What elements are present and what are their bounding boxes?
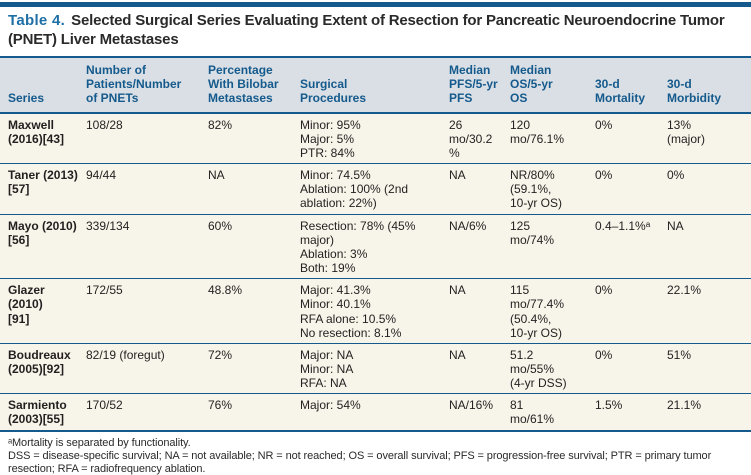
table-title: Table 4. Selected Surgical Series Evaluat… bbox=[0, 7, 751, 56]
cell-surgical: Major: 41.3% Minor: 40.1% RFA alone: 10.… bbox=[300, 278, 449, 344]
table-row-mayo: Mayo (2010) [56] 339/134 60% Resection: … bbox=[0, 213, 751, 279]
cell-series: Glazer (2010) [91] bbox=[0, 278, 86, 344]
table-row-maxwell: Maxwell (2016)[43] 108/28 82% Minor: 95%… bbox=[0, 112, 751, 164]
table-title-text: Selected Surgical Series Evaluating Exte… bbox=[8, 12, 725, 48]
cell-patients: 339/134 bbox=[86, 213, 208, 279]
data-table: Series Number of Patients/Number of PNET… bbox=[0, 55, 751, 432]
cell-morbidity: 0% bbox=[667, 163, 751, 215]
col-header-patients: Number of Patients/Number of PNETs bbox=[86, 55, 208, 114]
cell-surgical: Minor: 74.5% Ablation: 100% (2nd ablatio… bbox=[300, 163, 449, 215]
cell-surgical: Major: NA Minor: NA RFA: NA bbox=[300, 342, 449, 394]
header-row: Series Number of Patients/Number of PNET… bbox=[0, 55, 751, 114]
cell-morbidity: 51% bbox=[667, 342, 751, 394]
cell-os: 51.2 mo/55% (4-yr DSS) bbox=[510, 342, 595, 394]
table-row-taner: Taner (2013) [57] 94/44 NA Minor: 74.5% … bbox=[0, 163, 751, 215]
cell-series: Maxwell (2016)[43] bbox=[0, 112, 86, 164]
cell-mortality: 0% bbox=[595, 112, 667, 164]
cell-pfs: NA/6% bbox=[449, 213, 510, 279]
cell-series: Taner (2013) [57] bbox=[0, 163, 86, 215]
col-header-os: Median OS/5-yr OS bbox=[510, 55, 595, 114]
cell-surgical: Resection: 78% (45% major) Ablation: 3% … bbox=[300, 213, 449, 279]
cell-patients: 94/44 bbox=[86, 163, 208, 215]
cell-mortality: 0% bbox=[595, 163, 667, 215]
table-footnotes: ᵃMortality is separated by functionality… bbox=[0, 432, 751, 475]
cell-series: Sarmiento (2003)[55] bbox=[0, 393, 86, 432]
cell-patients: 172/55 bbox=[86, 278, 208, 344]
cell-mortality: 0% bbox=[595, 342, 667, 394]
col-header-morbidity: 30-d Morbidity bbox=[667, 55, 751, 114]
cell-mortality: 1.5% bbox=[595, 393, 667, 432]
footnote-a: ᵃMortality is separated by functionality… bbox=[8, 436, 191, 449]
cell-bilobar: NA bbox=[208, 163, 300, 215]
col-header-surgical: Surgical Procedures bbox=[300, 55, 449, 114]
cell-os: NR/80% (59.1%, 10-yr OS) bbox=[510, 163, 595, 215]
table-row-sarmiento: Sarmiento (2003)[55] 170/52 76% Major: 5… bbox=[0, 393, 751, 432]
cell-bilobar: 48.8% bbox=[208, 278, 300, 344]
cell-morbidity: NA bbox=[667, 213, 751, 279]
cell-pfs: NA bbox=[449, 163, 510, 215]
table-row-boudreaux: Boudreaux (2005)[92] 82/19 (foregut) 72%… bbox=[0, 342, 751, 394]
cell-os: 81 mo/61% bbox=[510, 393, 595, 432]
cell-morbidity: 22.1% bbox=[667, 278, 751, 344]
cell-os: 120 mo/76.1% bbox=[510, 112, 595, 164]
cell-series: Boudreaux (2005)[92] bbox=[0, 342, 86, 394]
table-number: Table 4. bbox=[8, 12, 66, 29]
col-header-bilobar: Percentage With Bilobar Metastases bbox=[208, 55, 300, 114]
cell-series: Mayo (2010) [56] bbox=[0, 213, 86, 279]
cell-bilobar: 76% bbox=[208, 393, 300, 432]
cell-bilobar: 82% bbox=[208, 112, 300, 164]
cell-patients: 108/28 bbox=[86, 112, 208, 164]
cell-bilobar: 60% bbox=[208, 213, 300, 279]
cell-bilobar: 72% bbox=[208, 342, 300, 394]
cell-morbidity: 21.1% bbox=[667, 393, 751, 432]
col-header-mortality: 30-d Mortality bbox=[595, 55, 667, 114]
top-rule bbox=[0, 2, 751, 7]
cell-os: 115 mo/77.4% (50.4%, 10-yr OS) bbox=[510, 278, 595, 344]
cell-morbidity: 13% (major) bbox=[667, 112, 751, 164]
cell-os: 125 mo/74% bbox=[510, 213, 595, 279]
cell-mortality: 0% bbox=[595, 278, 667, 344]
cell-patients: 170/52 bbox=[86, 393, 208, 432]
cell-pfs: NA bbox=[449, 342, 510, 394]
cell-pfs: NA bbox=[449, 278, 510, 344]
cell-patients: 82/19 (foregut) bbox=[86, 342, 208, 394]
cell-pfs: 26 mo/30.2% bbox=[449, 112, 510, 164]
col-header-series: Series bbox=[0, 55, 86, 114]
cell-pfs: NA/16% bbox=[449, 393, 510, 432]
table-row-glazer: Glazer (2010) [91] 172/55 48.8% Major: 4… bbox=[0, 278, 751, 344]
cell-surgical: Major: 54% bbox=[300, 393, 449, 432]
col-header-pfs: Median PFS/5-yr PFS bbox=[449, 55, 510, 114]
footnote-abbreviations: DSS = disease-specific survival; NA = no… bbox=[8, 450, 712, 475]
cell-mortality: 0.4–1.1%ᵃ bbox=[595, 213, 667, 279]
cell-surgical: Minor: 95% Major: 5% PTR: 84% bbox=[300, 112, 449, 164]
